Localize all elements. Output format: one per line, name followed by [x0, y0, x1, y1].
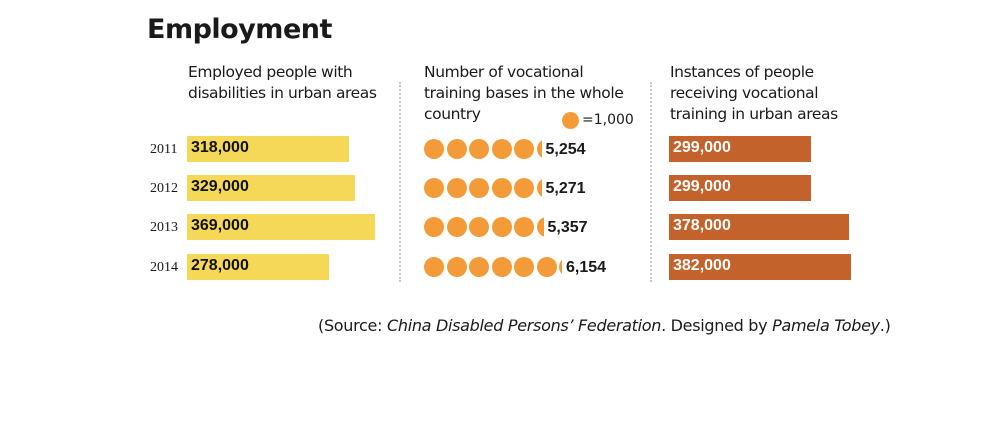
chart-title: Employment: [147, 14, 332, 45]
training-bases-dot-2011-2: [446, 139, 467, 159]
training-bases-dot-2012-1: [424, 178, 444, 198]
training-bases-value-2013: 5,357: [547, 219, 588, 236]
training-bases-dot-2014-1: [424, 257, 444, 277]
training-bases-dot-2014-2: [446, 257, 467, 277]
training-bases-partial-dot-2013: [536, 217, 544, 237]
source-designer: Pamela Tobey: [772, 316, 880, 335]
training-bases-value-2012: 5,271: [545, 180, 586, 197]
training-bases-dot-2011-3: [469, 139, 489, 159]
legend-dot-icon: [562, 112, 579, 129]
training-bases-dot-2013-1: [424, 217, 444, 237]
divider-left: [399, 82, 401, 282]
source-close: .): [879, 316, 891, 335]
legend-label: =1,000: [582, 112, 634, 128]
year-label-2011: 2011: [150, 142, 178, 157]
training-bases-dot-2011-1: [424, 139, 444, 159]
training-bases-dot-2014-4: [491, 257, 512, 277]
training-bases-dot-2013-5: [514, 217, 534, 237]
employed-bar-label-2013: 369,000: [191, 217, 249, 234]
training-bases-dot-2011-5: [514, 139, 534, 159]
training-bases-partial-dot-2014: [559, 257, 562, 277]
divider-right: [650, 82, 652, 282]
training-bases-dot-2014-6: [536, 257, 557, 277]
employed-bar-label-2011: 318,000: [191, 139, 249, 156]
employed-bar-2014: 278,000: [187, 254, 329, 280]
training-instances-bar-label-2013: 378,000: [673, 217, 731, 234]
panel-title-training-instances: Instances of people receiving vocational…: [670, 63, 838, 123]
training-instances-bar-label-2012: 299,000: [673, 178, 731, 195]
training-bases-dot-2013-2: [446, 217, 467, 237]
training-bases-value-2014: 6,154: [566, 259, 607, 276]
source-org: China Disabled Persons’ Federation: [386, 316, 662, 335]
training-instances-bar-2012: 299,000: [669, 175, 811, 201]
training-bases-dot-2012-4: [491, 178, 512, 198]
training-bases-dot-2014-5: [514, 257, 534, 277]
employed-bar-2012: 329,000: [187, 175, 355, 201]
training-bases-dot-2011-4: [491, 139, 512, 159]
source-open: (Source:: [318, 316, 387, 335]
employed-bar-label-2012: 329,000: [191, 178, 249, 195]
source-note: (Source: China Disabled Persons’ Federat…: [318, 316, 891, 335]
employed-bar-2013: 369,000: [187, 214, 375, 240]
training-bases-partial-dot-2012: [536, 178, 542, 198]
training-bases-dot-2014-3: [469, 257, 489, 277]
training-bases-value-2011: 5,254: [545, 141, 586, 158]
year-label-2012: 2012: [150, 181, 178, 196]
training-bases-dot-2013-4: [491, 217, 512, 237]
year-label-2013: 2013: [150, 220, 178, 235]
training-instances-bar-2013: 378,000: [669, 214, 849, 240]
source-mid: . Designed by: [661, 316, 773, 335]
year-label-2014: 2014: [150, 260, 178, 275]
training-bases-dot-2013-3: [469, 217, 489, 237]
employed-bar-2011: 318,000: [187, 136, 349, 162]
panel-title-employed: Employed people with disabilities in urb…: [188, 63, 377, 102]
training-instances-bar-2014: 382,000: [669, 254, 851, 280]
employed-bar-label-2014: 278,000: [191, 257, 249, 274]
training-bases-dot-2012-2: [446, 178, 467, 198]
training-bases-dot-2012-5: [514, 178, 534, 198]
training-bases-partial-dot-2011: [536, 139, 542, 159]
training-bases-dot-2012-3: [469, 178, 489, 198]
training-instances-bar-label-2014: 382,000: [673, 257, 731, 274]
training-instances-bar-label-2011: 299,000: [673, 139, 731, 156]
training-instances-bar-2011: 299,000: [669, 136, 811, 162]
panel-title-training-bases: Number of vocational training bases in t…: [424, 63, 624, 123]
